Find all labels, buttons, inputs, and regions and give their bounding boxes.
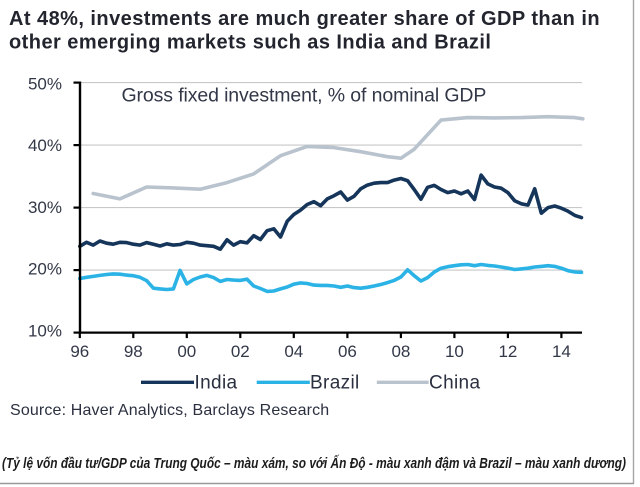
svg-text:At 48%, investments are much g: At 48%, investments are much greater sha…: [9, 8, 600, 30]
svg-text:30%: 30%: [28, 198, 62, 217]
svg-text:10: 10: [445, 342, 464, 361]
svg-text:India: India: [195, 373, 238, 394]
svg-text:96: 96: [70, 342, 89, 361]
svg-text:other emerging markets such as: other emerging markets such as India and…: [9, 32, 491, 54]
svg-text:10%: 10%: [28, 321, 62, 340]
svg-text:50%: 50%: [28, 74, 62, 93]
svg-text:Brazil: Brazil: [310, 373, 360, 394]
svg-text:00: 00: [177, 342, 196, 361]
svg-text:China: China: [429, 373, 480, 394]
svg-text:08: 08: [391, 342, 410, 361]
svg-text:04: 04: [284, 342, 303, 361]
svg-text:Source: Haver Analytics, Barcl: Source: Haver Analytics, Barclays Resear…: [10, 402, 329, 419]
svg-text:14: 14: [552, 342, 571, 361]
svg-text:06: 06: [338, 342, 357, 361]
svg-text:12: 12: [498, 342, 517, 361]
svg-text:02: 02: [231, 342, 250, 361]
svg-text:40%: 40%: [28, 136, 62, 155]
svg-text:Gross fixed investment, % of n: Gross fixed investment, % of nominal GDP: [122, 85, 487, 107]
svg-text:(Tỷ lệ vốn đầu tư/GDP của Trun: (Tỷ lệ vốn đầu tư/GDP của Trung Quốc – m…: [2, 454, 626, 472]
svg-text:20%: 20%: [28, 260, 62, 279]
svg-text:98: 98: [124, 342, 143, 361]
